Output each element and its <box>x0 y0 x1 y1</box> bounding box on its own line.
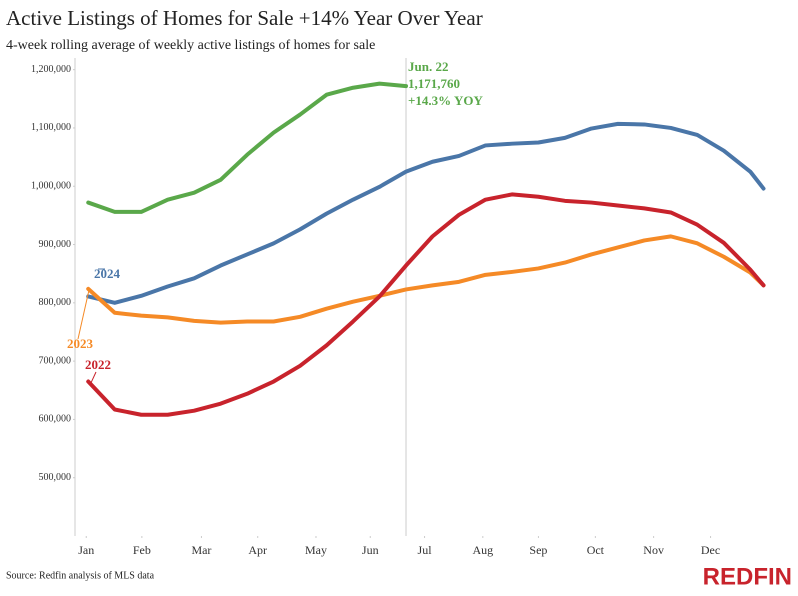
y-tick-label: 1,200,000 <box>31 64 71 75</box>
y-tick-label: 900,000 <box>39 239 72 250</box>
x-tick-label: Feb <box>133 543 151 557</box>
series-label: 2024 <box>94 266 121 281</box>
annotation: +14.3% YOY <box>408 93 483 108</box>
x-tick-label: Jan <box>78 543 94 557</box>
annotation: 1,171,760 <box>408 76 460 91</box>
series-label: 2023 <box>67 336 94 351</box>
y-tick-label: 1,000,000 <box>31 181 71 192</box>
series-line <box>86 121 766 305</box>
y-tick-label: 500,000 <box>39 472 72 483</box>
x-tick-label: Aug <box>472 543 493 557</box>
series-line <box>86 234 766 325</box>
series-label: 2022 <box>85 357 111 372</box>
x-tick-label: Jun <box>362 543 379 557</box>
x-tick-label: Dec <box>701 543 720 557</box>
y-tick-label: 600,000 <box>39 414 72 425</box>
x-tick-label: Apr <box>248 543 267 557</box>
y-tick-label: 800,000 <box>39 297 72 308</box>
chart-title: Active Listings of Homes for Sale +14% Y… <box>6 6 483 30</box>
x-tick-label: Mar <box>191 543 211 557</box>
y-tick-label: 700,000 <box>39 355 72 366</box>
annotation: Jun. 22 <box>408 59 448 74</box>
series-line <box>86 81 409 214</box>
logo: REDFIN <box>703 563 792 590</box>
x-tick-label: Jul <box>418 543 433 557</box>
label-connector <box>77 289 90 340</box>
x-tick-label: May <box>305 543 327 557</box>
x-tick-label: Sep <box>529 543 547 557</box>
series-line <box>86 192 766 417</box>
x-tick-label: Nov <box>643 543 664 557</box>
y-tick-label: 1,100,000 <box>31 122 71 133</box>
source-note: Source: Redfin analysis of MLS data <box>6 570 155 581</box>
label-connector <box>89 371 97 386</box>
x-tick-label: Oct <box>587 543 605 557</box>
chart-subtitle: 4-week rolling average of weekly active … <box>6 38 375 53</box>
